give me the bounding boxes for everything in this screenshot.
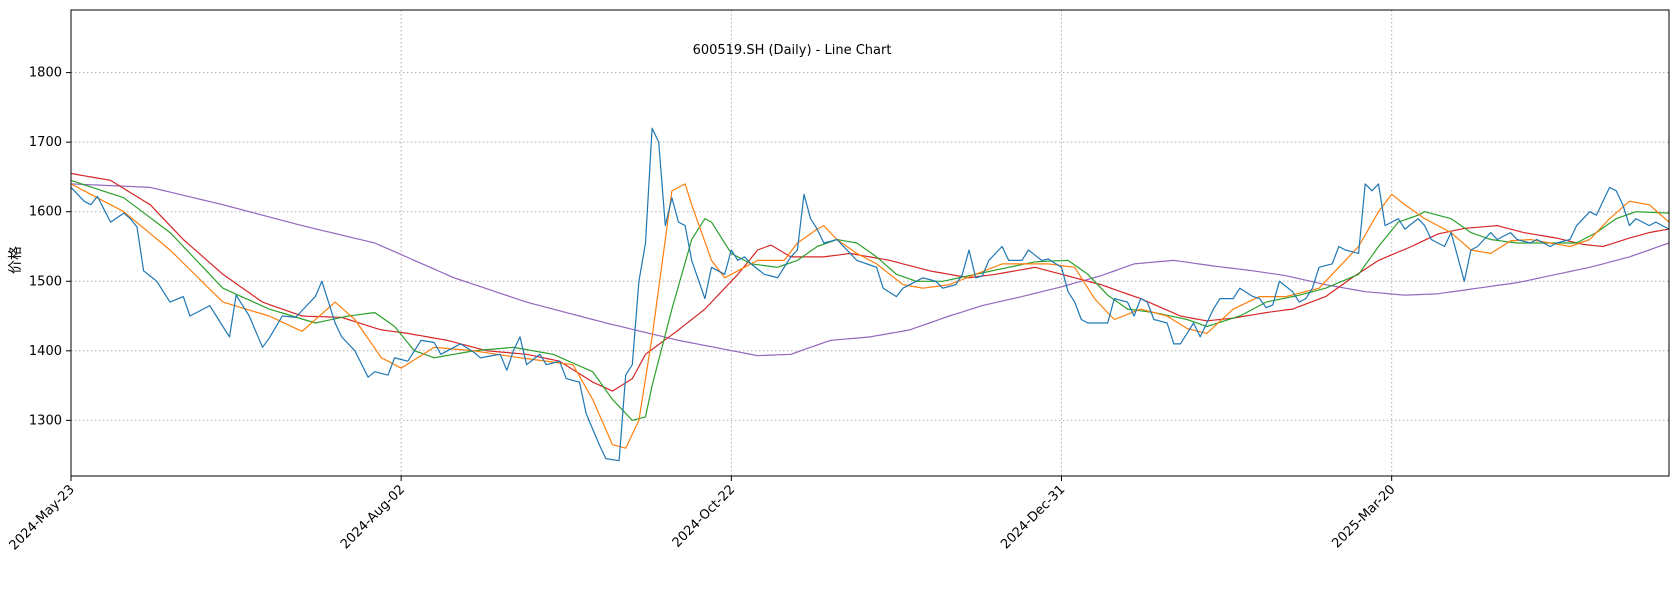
grid-layer xyxy=(70,10,1669,476)
x-tick-label: 2024-Oct-22 xyxy=(670,482,738,550)
y-tick-label: 1400 xyxy=(29,344,62,359)
x-tick-label: 2024-Dec-31 xyxy=(998,482,1068,552)
x-axis: 2024-May-23 2024-Aug-02 2024-Oct-22 2024-De… xyxy=(7,476,1398,553)
series-line-ma60 xyxy=(70,183,1670,357)
y-axis: 1300 1400 1500 1600 1700 1800 xyxy=(29,66,71,428)
y-tick-label: 1300 xyxy=(29,413,62,428)
x-tick-label: 2025-Mar-20 xyxy=(1329,482,1398,551)
series-line-close xyxy=(70,127,1670,462)
plot-frame xyxy=(70,9,1670,477)
x-tick-label: 2024-May-23 xyxy=(7,482,78,553)
y-axis-label: 价格 xyxy=(8,246,24,274)
series-line-ma20 xyxy=(70,172,1670,392)
chart-title: 600519.SH (Daily) - Line Chart xyxy=(693,43,892,58)
y-tick-label: 1500 xyxy=(29,274,62,289)
y-tick-label: 1800 xyxy=(29,66,62,81)
x-tick-label: 2024-Aug-02 xyxy=(338,482,408,552)
y-tick-label: 1600 xyxy=(29,205,62,220)
series-layer xyxy=(70,127,1670,462)
y-tick-label: 1700 xyxy=(29,135,62,150)
series-line-ma5 xyxy=(70,183,1670,449)
series-line-ma10 xyxy=(70,179,1670,421)
